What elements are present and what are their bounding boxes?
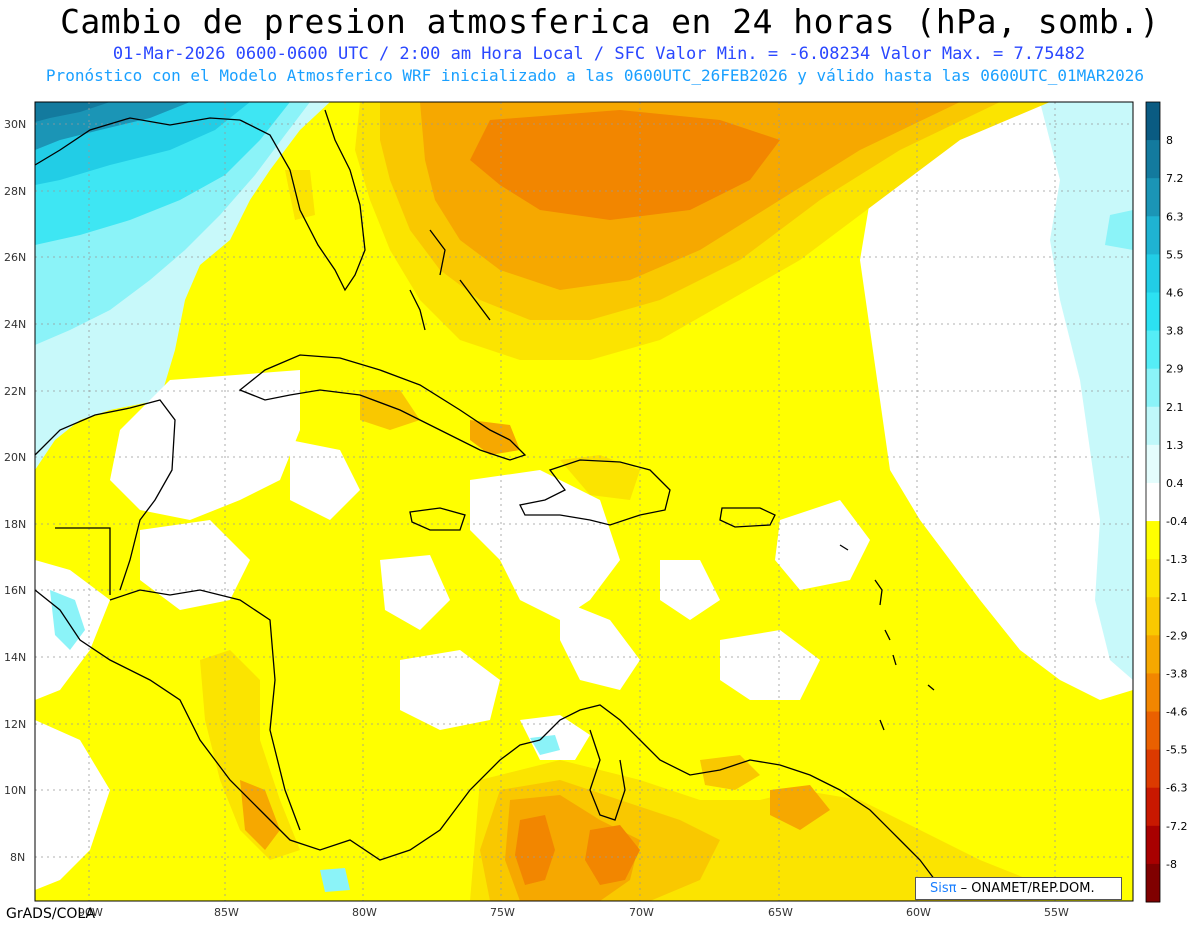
lat-label: 16N — [4, 584, 26, 597]
colorbar-swatch — [1146, 444, 1160, 484]
colorbar-label: 8 — [1166, 134, 1173, 147]
lat-label: 30N — [4, 118, 26, 131]
credit-brand: Sisπ — [930, 881, 957, 896]
colorbar-label: 1.3 — [1166, 439, 1184, 452]
colorbar-swatch — [1146, 216, 1160, 255]
map-subtitle-validity: 01-Mar-2026 0600-0600 UTC / 2:00 am Hora… — [112, 44, 1086, 64]
colorbar-label: 2.9 — [1166, 363, 1184, 376]
colorbar-swatch — [1146, 711, 1160, 751]
lat-label: 22N — [4, 385, 26, 398]
colorbar-swatch — [1146, 787, 1160, 827]
colorbar-label: 0.4 — [1166, 477, 1184, 490]
colorbar-swatch — [1146, 635, 1160, 674]
colorbar-swatch — [1146, 292, 1160, 332]
colorbar-label: -2.9 — [1166, 629, 1187, 642]
colorbar-swatch — [1146, 178, 1160, 217]
colorbar: 8 7.2 6.3 5.5 4.6 3.8 2.9 2.1 1.3 0.4 -0.4 -1.3 -2.1… — [1145, 101, 1187, 903]
colorbar-label: -3.8 — [1166, 667, 1187, 680]
lon-label: 55W — [1044, 906, 1069, 919]
lat-label: 24N — [4, 318, 26, 331]
colorbar-label: -1.3 — [1166, 553, 1187, 566]
colorbar-label: 6.3 — [1166, 210, 1184, 223]
grads-label: GrADS/COLA — [6, 906, 96, 922]
lon-label: 60W — [906, 906, 931, 919]
colorbar-label: -2.1 — [1166, 591, 1187, 604]
colorbar-swatch — [1146, 406, 1160, 446]
colorbar-swatch — [1146, 749, 1160, 789]
colorbar-label: 3.8 — [1166, 325, 1184, 338]
colorbar-swatch — [1146, 597, 1160, 636]
colorbar-swatch — [1146, 254, 1160, 293]
lat-label: 28N — [4, 185, 26, 198]
colorbar-label: 7.2 — [1166, 172, 1184, 185]
colorbar-label: -4.6 — [1166, 706, 1187, 719]
lon-label: 70W — [629, 906, 654, 919]
lon-label: 75W — [490, 906, 515, 919]
colorbar-swatch — [1146, 673, 1160, 713]
colorbar-label: 5.5 — [1166, 248, 1184, 261]
colorbar-label: -6.3 — [1166, 782, 1187, 795]
lat-label: 18N — [4, 518, 26, 531]
lat-label: 10N — [4, 784, 26, 797]
colorbar-swatch — [1146, 559, 1160, 598]
lon-label: 80W — [352, 906, 377, 919]
colorbar-label: -0.4 — [1166, 515, 1187, 528]
map-subtitle-model: Pronóstico con el Modelo Atmosferico WRF… — [45, 66, 1145, 85]
colorbar-swatch — [1146, 825, 1160, 865]
colorbar-label: 4.6 — [1166, 287, 1184, 300]
lon-label: 85W — [214, 906, 239, 919]
colorbar-label: -8 — [1166, 858, 1177, 871]
lat-label: 12N — [4, 718, 26, 731]
colorbar-swatch — [1146, 863, 1160, 903]
colorbar-swatch — [1146, 368, 1160, 408]
colorbar-label: -7.2 — [1166, 820, 1187, 833]
credit-box: Sisπ – ONAMET/REP.DOM. — [915, 877, 1122, 900]
lon-label: 90W — [78, 906, 103, 919]
map-title: Cambio de presion atmosferica en 24 hora… — [60, 2, 1160, 41]
latitude-labels: 30N 28N 26N 24N 22N 20N 18N 16N 14N 12N … — [4, 118, 26, 864]
longitude-labels: 90W 85W 80W 75W 70W 65W 60W 55W — [78, 906, 1069, 919]
colorbar-frame — [1145, 101, 1161, 903]
coastlines — [34, 109, 936, 881]
colorbar-swatch — [1146, 521, 1160, 560]
lon-label: 65W — [768, 906, 793, 919]
colorbar-swatch — [1146, 140, 1160, 179]
lat-label: 14N — [4, 651, 26, 664]
map-frame — [34, 101, 1134, 902]
colorbar-label: 2.1 — [1166, 401, 1184, 414]
colorbar-swatch — [1146, 102, 1160, 141]
lat-label: 26N — [4, 251, 26, 264]
colorbar-swatch — [1146, 482, 1160, 522]
colorbar-swatch — [1146, 330, 1160, 370]
lat-label: 20N — [4, 451, 26, 464]
map-plot-area — [35, 102, 1133, 901]
colorbar-label: -5.5 — [1166, 744, 1187, 757]
credit-org: – ONAMET/REP.DOM. — [956, 881, 1095, 896]
lat-label: 8N — [10, 851, 25, 864]
